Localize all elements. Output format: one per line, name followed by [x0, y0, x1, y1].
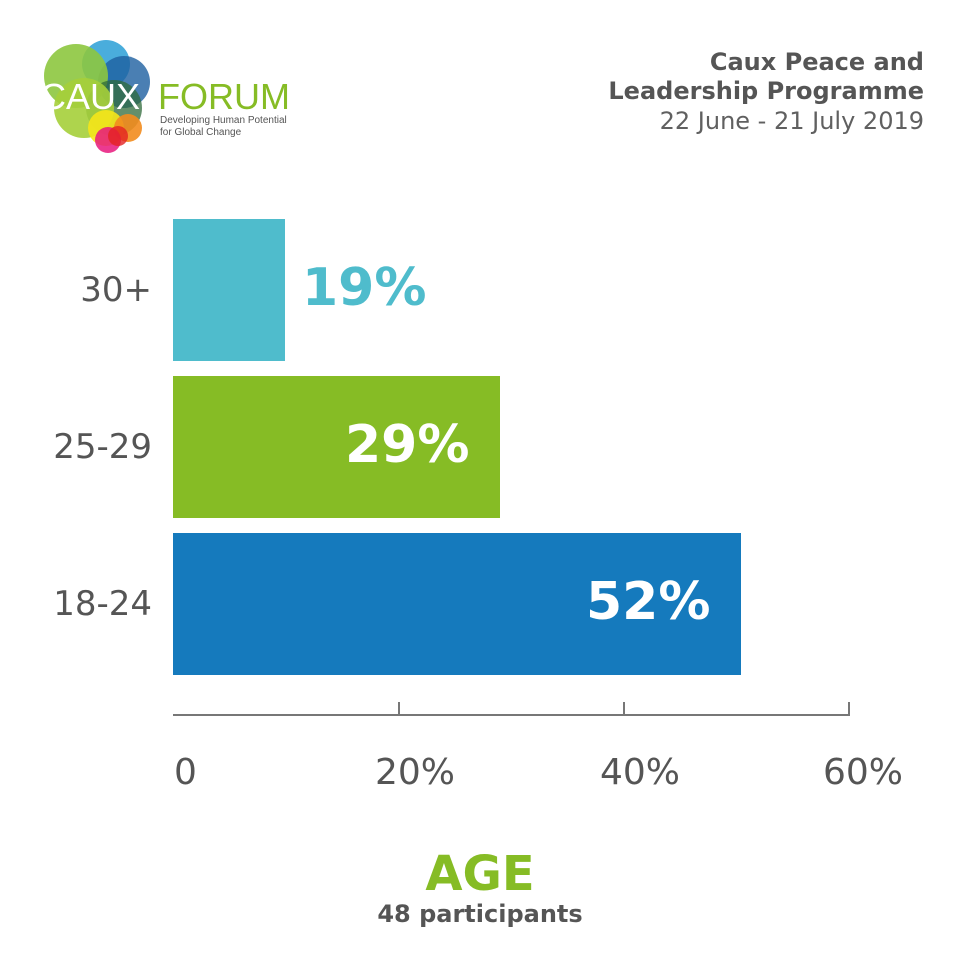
x-tick-60 — [848, 702, 850, 715]
logo-tagline: Developing Human Potential for Global Ch… — [160, 115, 287, 138]
category-label-30plus: 30+ — [80, 270, 152, 310]
x-tick-label-20: 20% — [375, 752, 456, 793]
x-tick-label-40: 40% — [600, 752, 681, 793]
category-label-25-29: 25-29 — [53, 427, 152, 467]
bar-18-24 — [173, 533, 741, 675]
x-axis-line — [173, 714, 850, 716]
bar-30plus — [173, 219, 285, 361]
program-title-line2: Leadership Programme — [608, 77, 924, 105]
value-label-30plus: 19% — [302, 258, 427, 318]
logo-word-forum: FORUM — [158, 76, 290, 117]
x-tick-40 — [623, 702, 625, 715]
x-tick-label-60: 60% — [823, 752, 904, 793]
category-label-18-24: 18-24 — [53, 584, 152, 624]
logo-word-caux: CAUX — [40, 76, 141, 117]
value-label-18-24: 52% — [586, 572, 711, 632]
logo-emblem — [36, 36, 156, 154]
x-tick-20 — [398, 702, 400, 715]
chart-subtitle: 48 participants — [377, 900, 583, 928]
program-header: Caux Peace and Leadership Programme 22 J… — [608, 48, 924, 136]
x-tick-label-0: 0 — [174, 752, 197, 793]
chart-title: AGE — [425, 846, 535, 902]
bar-25-29 — [173, 376, 500, 518]
program-title-line1: Caux Peace and — [709, 48, 924, 76]
program-dates: 22 June - 21 July 2019 — [659, 107, 924, 135]
value-label-25-29: 29% — [345, 415, 470, 475]
